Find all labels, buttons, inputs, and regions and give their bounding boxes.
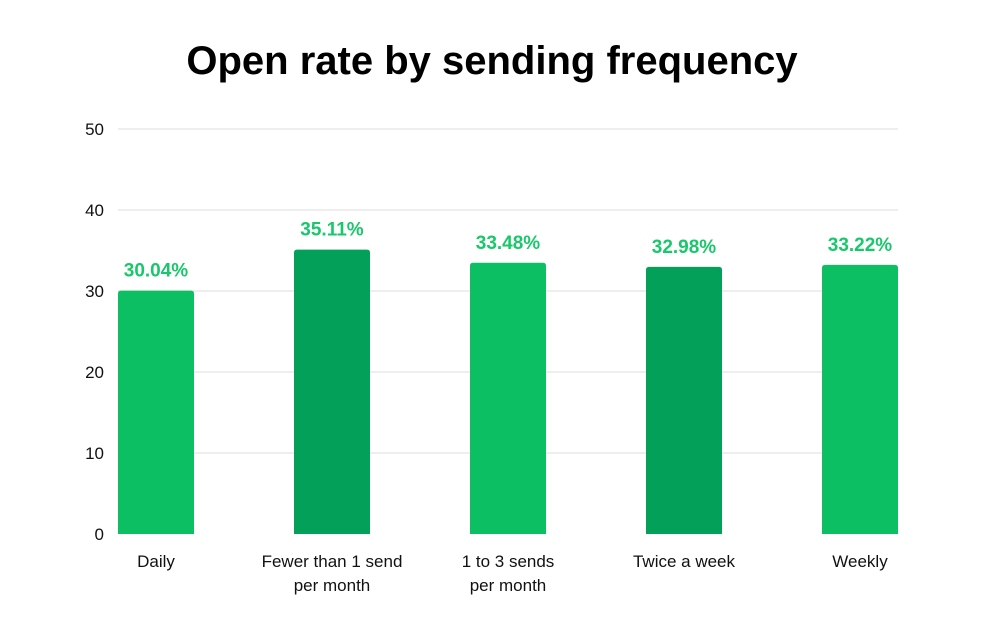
y-tick-label: 20: [85, 363, 104, 382]
data-label-0: 30.04%: [124, 261, 189, 282]
x-axis-category-labels: Daily Fewer than 1 send per month 1 to 3 se…: [137, 552, 888, 595]
bar-0: [118, 290, 194, 534]
x-category-label: Weekly: [832, 552, 888, 571]
data-label-2: 33.48%: [476, 233, 541, 254]
x-category-label: per month: [294, 576, 371, 595]
x-category-label: Twice a week: [633, 552, 736, 571]
chart-title: Open rate by sending frequency: [186, 39, 798, 83]
x-category-label: per month: [470, 576, 547, 595]
x-category-label: Fewer than 1 send: [262, 552, 403, 571]
bar-4: [822, 264, 898, 534]
y-tick-label: 10: [85, 444, 104, 463]
y-tick-label: 50: [85, 120, 104, 139]
bar-3: [646, 266, 722, 534]
data-label-3: 32.98%: [652, 237, 717, 258]
x-category-label: Daily: [137, 552, 175, 571]
y-tick-label: 40: [85, 201, 104, 220]
data-label-1: 35.11%: [300, 220, 363, 241]
bar-1: [294, 249, 370, 534]
y-axis-tick-labels: 0 10 20 30 40 50: [85, 120, 104, 544]
bars: [118, 249, 898, 534]
y-tick-label: 30: [85, 282, 104, 301]
x-category-label: 1 to 3 sends: [462, 552, 555, 571]
data-labels: 30.04% 35.11% 33.48% 32.98% 33.22%: [124, 220, 893, 282]
y-tick-label: 0: [95, 525, 104, 544]
bar-2: [470, 262, 546, 534]
data-label-4: 33.22%: [828, 235, 893, 256]
